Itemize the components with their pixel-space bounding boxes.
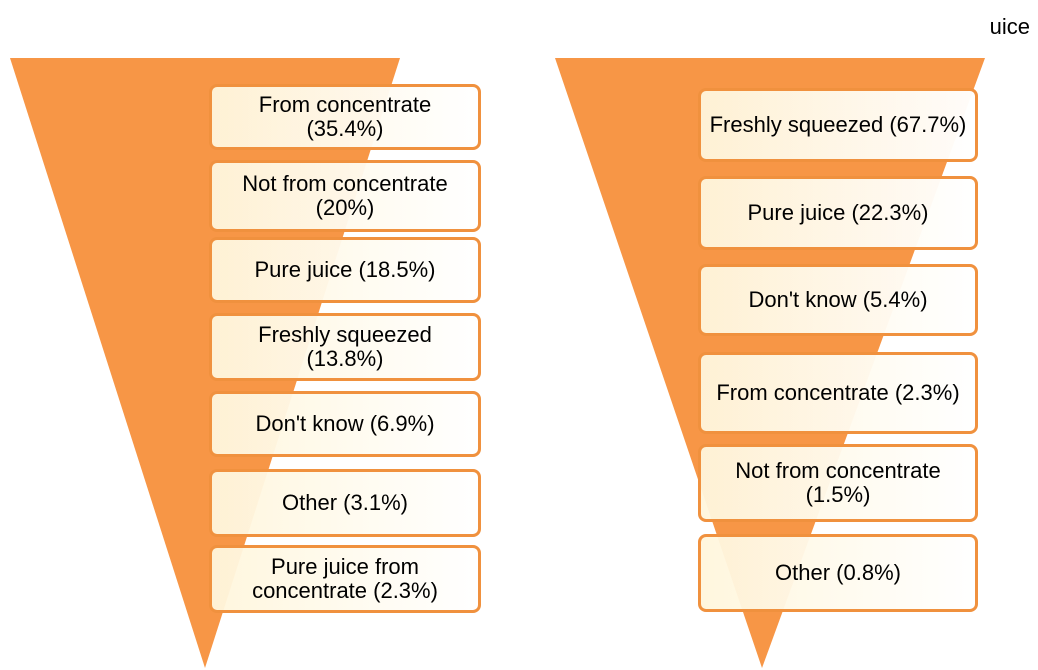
funnel-item: Not from concentrate (1.5%) <box>698 444 978 522</box>
funnel-item: Not from concentrate (20%) <box>209 160 481 232</box>
funnel-item: From concentrate (35.4%) <box>209 84 481 150</box>
funnel-item: From concentrate (2.3%) <box>698 352 978 434</box>
funnel-item: Don't know (5.4%) <box>698 264 978 336</box>
funnel-item: Other (3.1%) <box>209 469 481 537</box>
funnel-item: Freshly squeezed (67.7%) <box>698 88 978 162</box>
funnel-item: Other (0.8%) <box>698 534 978 612</box>
funnel-item: Pure juice (22.3%) <box>698 176 978 250</box>
funnel-item: Freshly squeezed (13.8%) <box>209 313 481 381</box>
funnel-item: Pure juice from concentrate (2.3%) <box>209 545 481 613</box>
funnel-item: Pure juice (18.5%) <box>209 237 481 303</box>
funnel-item: Don't know (6.9%) <box>209 391 481 457</box>
corner-text: uice <box>989 14 1030 39</box>
